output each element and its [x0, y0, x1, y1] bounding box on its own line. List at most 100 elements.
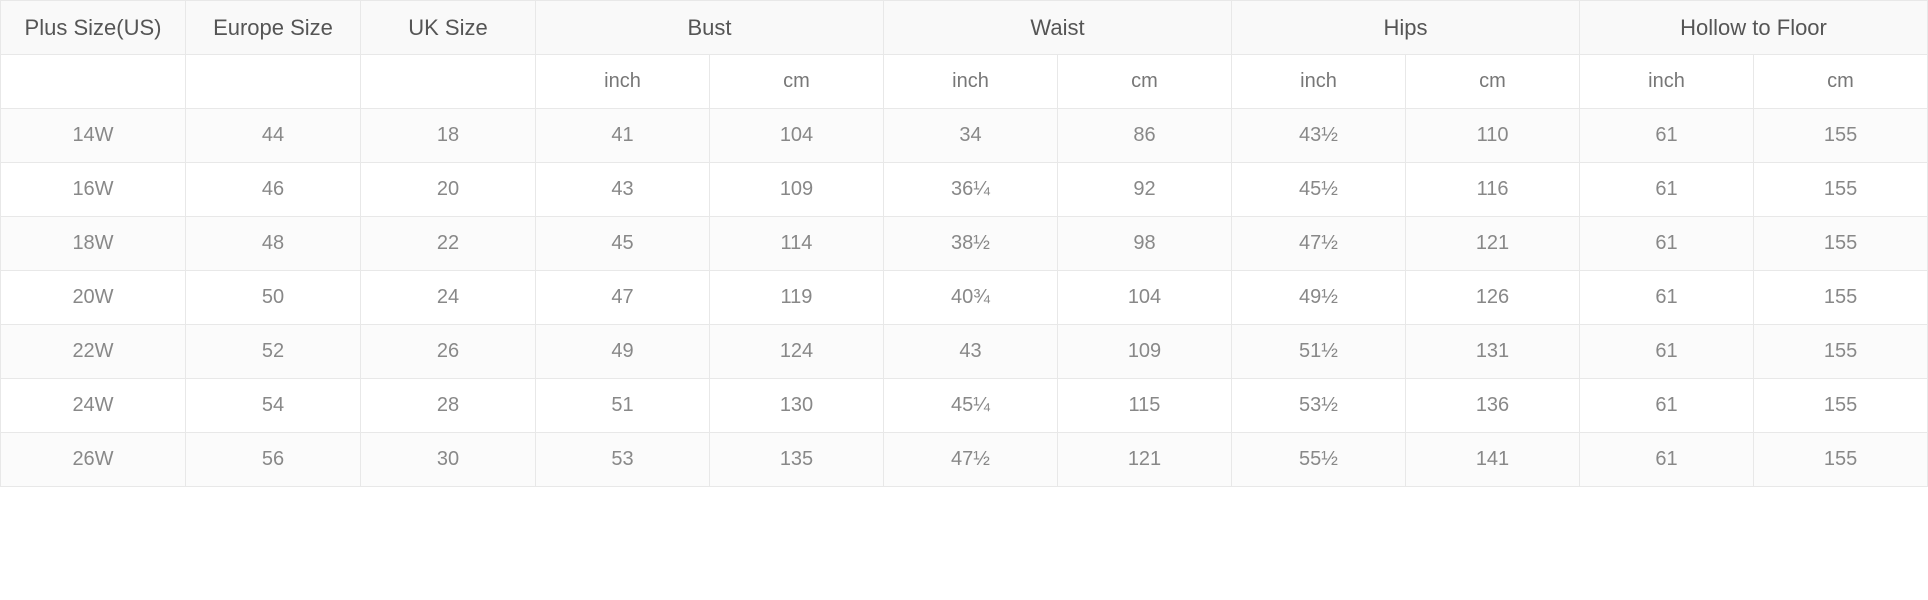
table-cell: 61 — [1580, 433, 1754, 487]
unit-hollow-inch: inch — [1580, 55, 1754, 109]
table-cell: 92 — [1058, 163, 1232, 217]
table-cell: 51 — [536, 379, 710, 433]
table-cell: 46 — [186, 163, 361, 217]
table-cell: 48 — [186, 217, 361, 271]
unit-bust-inch: inch — [536, 55, 710, 109]
table-cell: 43 — [884, 325, 1058, 379]
col-header-hollow-to-floor: Hollow to Floor — [1580, 1, 1928, 55]
table-cell: 45 — [536, 217, 710, 271]
table-cell: 44 — [186, 109, 361, 163]
unit-blank — [186, 55, 361, 109]
table-cell: 30 — [361, 433, 536, 487]
unit-waist-inch: inch — [884, 55, 1058, 109]
table-cell: 130 — [710, 379, 884, 433]
table-cell: 49½ — [1232, 271, 1406, 325]
table-cell: 61 — [1580, 325, 1754, 379]
table-cell: 155 — [1754, 325, 1928, 379]
table-row: 26W56305313547½12155½14161155 — [1, 433, 1928, 487]
table-cell: 16W — [1, 163, 186, 217]
unit-blank — [361, 55, 536, 109]
col-header-hips: Hips — [1232, 1, 1580, 55]
table-cell: 114 — [710, 217, 884, 271]
table-cell: 47½ — [884, 433, 1058, 487]
header-row-groups: Plus Size(US) Europe Size UK Size Bust W… — [1, 1, 1928, 55]
table-cell: 116 — [1406, 163, 1580, 217]
table-cell: 43½ — [1232, 109, 1406, 163]
table-cell: 34 — [884, 109, 1058, 163]
table-cell: 155 — [1754, 217, 1928, 271]
table-cell: 41 — [536, 109, 710, 163]
table-cell: 54 — [186, 379, 361, 433]
header-row-units: inch cm inch cm inch cm inch cm — [1, 55, 1928, 109]
table-cell: 98 — [1058, 217, 1232, 271]
table-cell: 55½ — [1232, 433, 1406, 487]
table-cell: 115 — [1058, 379, 1232, 433]
table-cell: 49 — [536, 325, 710, 379]
table-cell: 131 — [1406, 325, 1580, 379]
table-row: 24W54285113045¼11553½13661155 — [1, 379, 1928, 433]
table-cell: 47 — [536, 271, 710, 325]
table-cell: 155 — [1754, 163, 1928, 217]
table-cell: 61 — [1580, 271, 1754, 325]
table-cell: 110 — [1406, 109, 1580, 163]
unit-blank — [1, 55, 186, 109]
table-cell: 109 — [710, 163, 884, 217]
table-cell: 26 — [361, 325, 536, 379]
table-cell: 51½ — [1232, 325, 1406, 379]
table-cell: 36¼ — [884, 163, 1058, 217]
table-cell: 45¼ — [884, 379, 1058, 433]
table-cell: 119 — [710, 271, 884, 325]
table-cell: 121 — [1406, 217, 1580, 271]
col-header-plus-size: Plus Size(US) — [1, 1, 186, 55]
unit-bust-cm: cm — [710, 55, 884, 109]
table-cell: 45½ — [1232, 163, 1406, 217]
table-cell: 52 — [186, 325, 361, 379]
table-cell: 109 — [1058, 325, 1232, 379]
col-header-europe-size: Europe Size — [186, 1, 361, 55]
table-body: 14W441841104348643½1106115516W4620431093… — [1, 109, 1928, 487]
table-cell: 20W — [1, 271, 186, 325]
table-cell: 53 — [536, 433, 710, 487]
col-header-uk-size: UK Size — [361, 1, 536, 55]
table-cell: 61 — [1580, 379, 1754, 433]
table-cell: 124 — [710, 325, 884, 379]
table-cell: 61 — [1580, 109, 1754, 163]
table-header: Plus Size(US) Europe Size UK Size Bust W… — [1, 1, 1928, 109]
table-cell: 61 — [1580, 217, 1754, 271]
table-cell: 22 — [361, 217, 536, 271]
unit-waist-cm: cm — [1058, 55, 1232, 109]
table-cell: 43 — [536, 163, 710, 217]
table-cell: 40¾ — [884, 271, 1058, 325]
table-cell: 155 — [1754, 379, 1928, 433]
size-chart-table: Plus Size(US) Europe Size UK Size Bust W… — [0, 0, 1928, 487]
table-cell: 86 — [1058, 109, 1232, 163]
table-cell: 135 — [710, 433, 884, 487]
table-cell: 141 — [1406, 433, 1580, 487]
table-cell: 24 — [361, 271, 536, 325]
table-cell: 61 — [1580, 163, 1754, 217]
table-row: 22W5226491244310951½13161155 — [1, 325, 1928, 379]
table-row: 14W441841104348643½11061155 — [1, 109, 1928, 163]
table-cell: 121 — [1058, 433, 1232, 487]
table-cell: 104 — [1058, 271, 1232, 325]
table-row: 16W46204310936¼9245½11661155 — [1, 163, 1928, 217]
unit-hollow-cm: cm — [1754, 55, 1928, 109]
table-row: 20W50244711940¾10449½12661155 — [1, 271, 1928, 325]
table-row: 18W48224511438½9847½12161155 — [1, 217, 1928, 271]
unit-hips-inch: inch — [1232, 55, 1406, 109]
table-cell: 38½ — [884, 217, 1058, 271]
table-cell: 155 — [1754, 433, 1928, 487]
table-cell: 155 — [1754, 109, 1928, 163]
table-cell: 24W — [1, 379, 186, 433]
col-header-bust: Bust — [536, 1, 884, 55]
table-cell: 20 — [361, 163, 536, 217]
table-cell: 155 — [1754, 271, 1928, 325]
table-cell: 14W — [1, 109, 186, 163]
col-header-waist: Waist — [884, 1, 1232, 55]
table-cell: 56 — [186, 433, 361, 487]
table-cell: 26W — [1, 433, 186, 487]
table-cell: 28 — [361, 379, 536, 433]
table-cell: 136 — [1406, 379, 1580, 433]
table-cell: 53½ — [1232, 379, 1406, 433]
unit-hips-cm: cm — [1406, 55, 1580, 109]
